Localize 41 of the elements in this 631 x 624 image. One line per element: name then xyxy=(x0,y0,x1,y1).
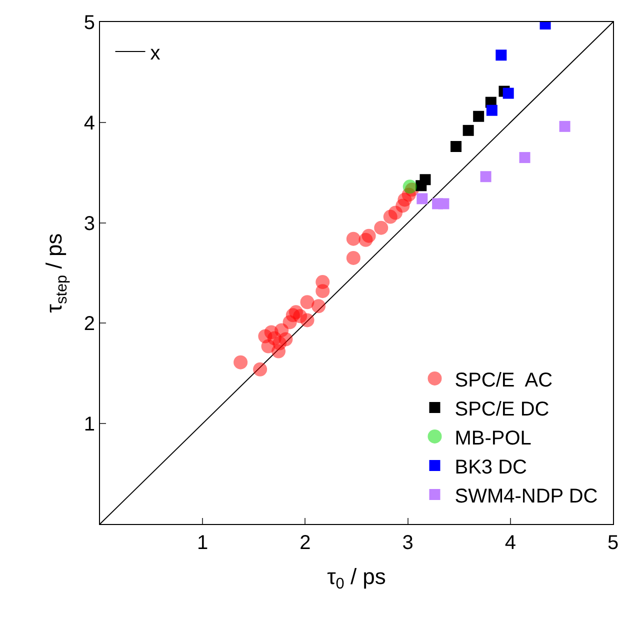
y-tick-label: 2 xyxy=(84,313,95,336)
x-axis-title: τ$_{0}$ / ps xyxy=(327,564,386,593)
point xyxy=(450,141,462,152)
point xyxy=(420,174,431,186)
point xyxy=(346,232,360,246)
legend-label: SPC/E DC xyxy=(454,398,550,420)
x-tick-label: 4 xyxy=(504,532,516,554)
point xyxy=(473,110,484,122)
x-tick-label: 1 xyxy=(197,532,208,554)
point xyxy=(316,284,330,298)
point xyxy=(519,152,530,164)
point xyxy=(253,362,268,376)
point xyxy=(559,120,570,132)
point xyxy=(300,313,314,328)
legend-label: MB-POL xyxy=(454,427,532,450)
point xyxy=(346,250,360,265)
point xyxy=(462,124,474,136)
point xyxy=(480,171,492,182)
point xyxy=(502,88,514,99)
y-tick-label: 1 xyxy=(84,414,95,436)
y-tick-label: 3 xyxy=(84,212,95,235)
point xyxy=(278,332,293,346)
point xyxy=(374,220,388,235)
point xyxy=(486,104,498,116)
point xyxy=(416,193,428,204)
legend-label: SPC/E AC xyxy=(454,369,553,392)
point xyxy=(300,295,314,310)
point xyxy=(402,180,417,194)
legend-label: BK3 DC xyxy=(454,456,527,478)
point xyxy=(496,50,507,61)
x-tick-label: 3 xyxy=(402,532,414,554)
point xyxy=(234,355,248,370)
x-tick-label: 2 xyxy=(300,532,311,554)
point xyxy=(438,198,450,210)
y-tick-label: 4 xyxy=(84,112,95,134)
y-tick-label: 5 xyxy=(84,12,95,34)
x-tick-label: 5 xyxy=(607,532,619,554)
point xyxy=(362,228,376,243)
legend-label: x xyxy=(150,42,160,64)
point xyxy=(312,299,326,314)
legend-label: SWM4-NDP DC xyxy=(454,485,598,508)
